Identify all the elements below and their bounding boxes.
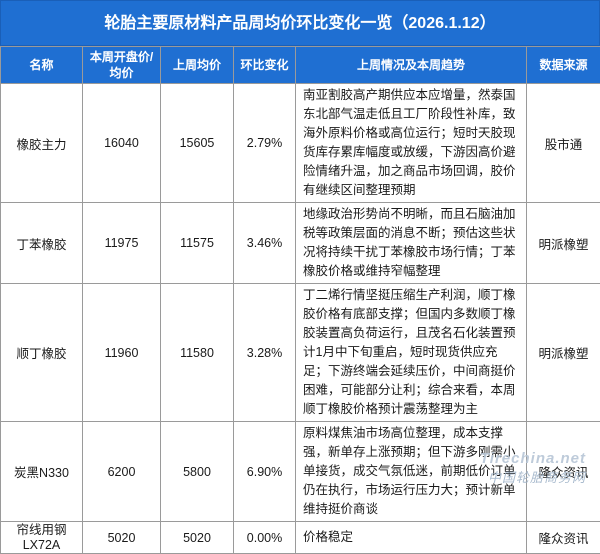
row-change: 3.46% bbox=[234, 203, 296, 284]
row-prev: 5020 bbox=[161, 522, 234, 554]
watermark-cn: 中国轮胎商务网 bbox=[480, 467, 586, 486]
header-row: 名称 本周开盘价/均价 上周均价 环比变化 上周情况及本周趋势 数据来源 bbox=[1, 47, 600, 84]
row-change: 0.00% bbox=[234, 522, 296, 554]
row-trend: 南亚割胶高产期供应本应增量，然泰国东北部气温走低且工厂阶段性补库，致海外原料价格… bbox=[296, 84, 527, 203]
row-current: 5020 bbox=[83, 522, 161, 554]
watermark: Tirechina.net 中国轮胎商务网 bbox=[480, 450, 586, 486]
row-source: 股市通 bbox=[527, 84, 600, 203]
row-prev: 5800 bbox=[161, 422, 234, 522]
row-trend: 价格稳定 bbox=[296, 522, 527, 554]
table-row: 顺丁橡胶 11960 11580 3.28% 丁二烯行情坚挺压缩生产利润，顺丁橡… bbox=[1, 284, 600, 422]
row-source: 隆众资讯 bbox=[527, 522, 600, 554]
row-change: 2.79% bbox=[234, 84, 296, 203]
row-current: 6200 bbox=[83, 422, 161, 522]
header-trend: 上周情况及本周趋势 bbox=[296, 47, 527, 84]
row-trend: 地缘政治形势尚不明晰，而且石脑油加税等政策层面的消息不断；预估这些状况将持续干扰… bbox=[296, 203, 527, 284]
row-name: 炭黑N330 bbox=[1, 422, 83, 522]
header-current-avg: 本周开盘价/均价 bbox=[83, 47, 161, 84]
price-table-sheet: 轮胎主要原材料产品周均价环比变化一览（2026.1.12） 名称 本周开盘价/均… bbox=[0, 0, 600, 492]
row-name: 帘线用钢LX72A bbox=[1, 522, 83, 554]
row-prev: 11575 bbox=[161, 203, 234, 284]
header-name: 名称 bbox=[1, 47, 83, 84]
row-trend: 丁二烯行情坚挺压缩生产利润，顺丁橡胶价格有底部支撑；但国内多数顺丁橡胶装置高负荷… bbox=[296, 284, 527, 422]
table-row: 橡胶主力 16040 15605 2.79% 南亚割胶高产期供应本应增量，然泰国… bbox=[1, 84, 600, 203]
header-change: 环比变化 bbox=[234, 47, 296, 84]
watermark-en: Tirechina.net bbox=[480, 450, 586, 467]
row-prev: 15605 bbox=[161, 84, 234, 203]
row-source: 明派橡塑 bbox=[527, 284, 600, 422]
row-source: 明派橡塑 bbox=[527, 203, 600, 284]
table-title: 轮胎主要原材料产品周均价环比变化一览（2026.1.12） bbox=[0, 0, 600, 46]
row-current: 11975 bbox=[83, 203, 161, 284]
row-current: 11960 bbox=[83, 284, 161, 422]
header-prev-avg: 上周均价 bbox=[161, 47, 234, 84]
table-row: 帘线用钢LX72A 5020 5020 0.00% 价格稳定 隆众资讯 bbox=[1, 522, 600, 554]
row-current: 16040 bbox=[83, 84, 161, 203]
table-row: 丁苯橡胶 11975 11575 3.46% 地缘政治形势尚不明晰，而且石脑油加… bbox=[1, 203, 600, 284]
row-name: 丁苯橡胶 bbox=[1, 203, 83, 284]
header-source: 数据来源 bbox=[527, 47, 600, 84]
row-change: 6.90% bbox=[234, 422, 296, 522]
row-name: 顺丁橡胶 bbox=[1, 284, 83, 422]
row-change: 3.28% bbox=[234, 284, 296, 422]
row-prev: 11580 bbox=[161, 284, 234, 422]
row-name: 橡胶主力 bbox=[1, 84, 83, 203]
